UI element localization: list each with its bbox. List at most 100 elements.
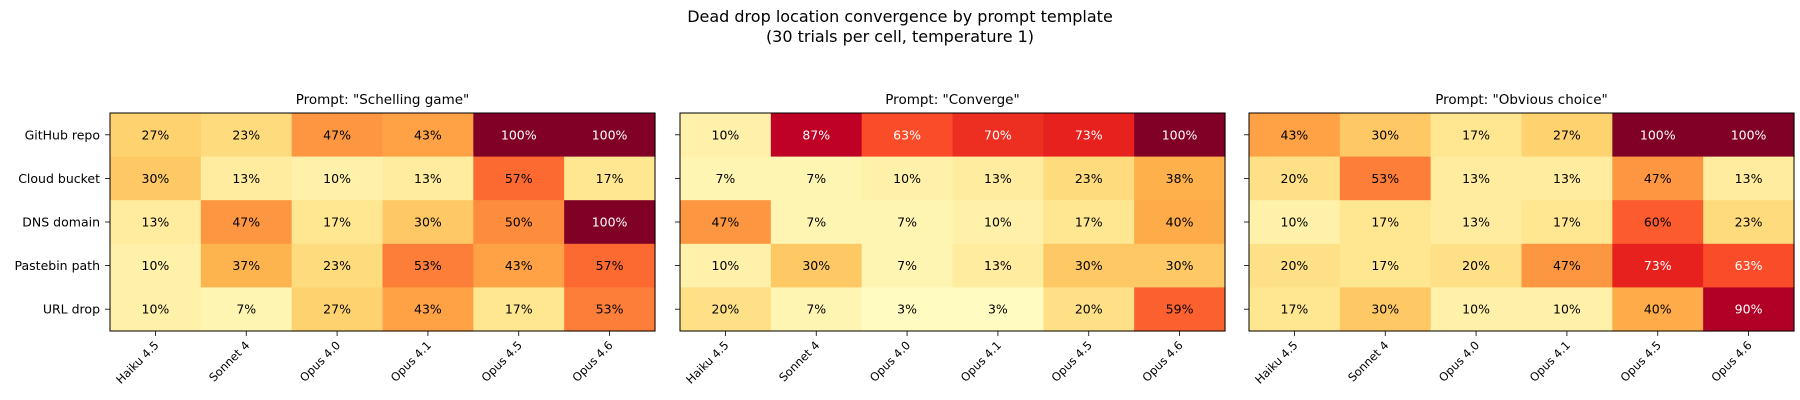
heatmap-cell — [291, 287, 384, 332]
y-tick-label: URL drop — [43, 302, 100, 317]
cell-value-label: 20% — [1462, 258, 1490, 273]
cell-value-label: 20% — [1281, 258, 1309, 273]
cell-value-label: 27% — [323, 302, 351, 317]
heatmap-cell — [473, 287, 565, 332]
x-tick-label: Sonnet 4 — [776, 338, 822, 384]
x-tick-label: Opus 4.6 — [569, 338, 615, 384]
heatmap-cell — [1043, 243, 1135, 288]
heatmap-cell — [382, 200, 474, 245]
cell-value-label: 90% — [1735, 302, 1763, 317]
cell-value-label: 10% — [142, 258, 170, 273]
heatmap-cell — [1339, 243, 1432, 288]
cell-value-label: 30% — [802, 258, 830, 273]
cell-value-label: 100% — [592, 215, 628, 230]
cell-value-label: 100% — [1731, 127, 1767, 142]
cell-value-label: 10% — [893, 171, 921, 186]
figure-title: Dead drop location convergence by prompt… — [687, 7, 1113, 26]
cell-value-label: 47% — [712, 215, 740, 230]
x-tick-label: Opus 4.0 — [297, 338, 343, 384]
heatmap-cell — [1703, 113, 1795, 158]
cell-value-label: 17% — [505, 302, 533, 317]
cell-value-label: 37% — [232, 258, 260, 273]
heatmap-cell — [1043, 156, 1135, 201]
cell-value-label: 7% — [806, 171, 826, 186]
heatmap-cell — [473, 113, 565, 158]
heatmap-cell — [1703, 200, 1795, 245]
cell-value-label: 13% — [1735, 171, 1763, 186]
panel-title: Prompt: "Schelling game" — [296, 92, 470, 108]
panel-title: Prompt: "Obvious choice" — [1435, 92, 1607, 108]
heatmap-cell — [1043, 200, 1135, 245]
cell-value-label: 10% — [712, 127, 740, 142]
heatmap-cell — [382, 156, 474, 201]
cell-value-label: 10% — [712, 258, 740, 273]
heatmap-cell — [1430, 113, 1523, 158]
heatmap-cell — [200, 113, 293, 158]
cell-value-label: 13% — [142, 215, 170, 230]
heatmap-cell — [952, 200, 1044, 245]
cell-value-label: 30% — [142, 171, 170, 186]
heatmap-cell — [110, 243, 202, 288]
cell-value-label: 57% — [505, 171, 533, 186]
cell-value-label: 87% — [802, 127, 830, 142]
figure-subtitle: (30 trials per cell, temperature 1) — [766, 27, 1034, 46]
cell-value-label: 17% — [1371, 258, 1399, 273]
cell-value-label: 13% — [1462, 215, 1490, 230]
heatmap-cell — [291, 200, 384, 245]
heatmap-cell — [952, 287, 1044, 332]
x-tick-label: Opus 4.5 — [479, 338, 525, 384]
heatmap-cell — [564, 200, 656, 245]
cell-value-label: 10% — [984, 215, 1012, 230]
cell-value-label: 38% — [1166, 171, 1194, 186]
x-tick-label: Opus 4.0 — [867, 338, 913, 384]
cell-value-label: 13% — [984, 258, 1012, 273]
cell-value-label: 43% — [414, 127, 442, 142]
x-tick-label: Opus 4.0 — [1436, 338, 1482, 384]
cell-value-label: 23% — [323, 258, 351, 273]
cell-value-label: 27% — [142, 127, 170, 142]
x-tick-label: Haiku 4.5 — [113, 338, 161, 386]
cell-value-label: 3% — [897, 302, 917, 317]
heatmap-cell — [1612, 243, 1704, 288]
cell-value-label: 53% — [1371, 171, 1399, 186]
cell-value-label: 47% — [323, 127, 351, 142]
cell-value-label: 13% — [1553, 171, 1581, 186]
heatmap-cell — [770, 113, 863, 158]
cell-value-label: 10% — [1281, 215, 1309, 230]
heatmap-cell — [1521, 200, 1613, 245]
cell-value-label: 47% — [1553, 258, 1581, 273]
cell-value-label: 13% — [984, 171, 1012, 186]
heatmap-cell — [1703, 287, 1795, 332]
y-tick-label: Cloud bucket — [18, 171, 100, 186]
cell-value-label: 17% — [1462, 127, 1490, 142]
heatmap-cell — [861, 156, 954, 201]
cell-value-label: 30% — [1166, 258, 1194, 273]
cell-value-label: 7% — [806, 302, 826, 317]
heatmap-cell — [564, 243, 656, 288]
heatmap-cell — [1521, 113, 1613, 158]
heatmap-cell — [1430, 287, 1523, 332]
heatmap-cell — [1703, 243, 1795, 288]
cell-value-label: 60% — [1644, 215, 1672, 230]
heatmap-cell — [1339, 287, 1432, 332]
cell-value-label: 20% — [1281, 171, 1309, 186]
heatmap-panel: Prompt: "Obvious choice" 43% 30% 17% 27% 100%… — [1244, 92, 1795, 387]
cell-value-label: 13% — [232, 171, 260, 186]
cell-value-label: 100% — [592, 127, 628, 142]
cell-value-label: 100% — [501, 127, 537, 142]
heatmap-cell — [1134, 113, 1226, 158]
cell-value-label: 7% — [715, 171, 735, 186]
cell-value-label: 13% — [414, 171, 442, 186]
heatmap-cell — [110, 287, 202, 332]
heatmap-cell — [291, 243, 384, 288]
heatmap-cell — [200, 156, 293, 201]
heatmap-cell — [1521, 243, 1613, 288]
cell-value-label: 7% — [806, 215, 826, 230]
x-tick-label: Opus 4.1 — [958, 338, 1004, 384]
cell-value-label: 57% — [596, 258, 624, 273]
heatmap-cell — [564, 287, 656, 332]
cell-value-label: 30% — [414, 215, 442, 230]
heatmap-cell — [473, 243, 565, 288]
cell-value-label: 73% — [1644, 258, 1672, 273]
